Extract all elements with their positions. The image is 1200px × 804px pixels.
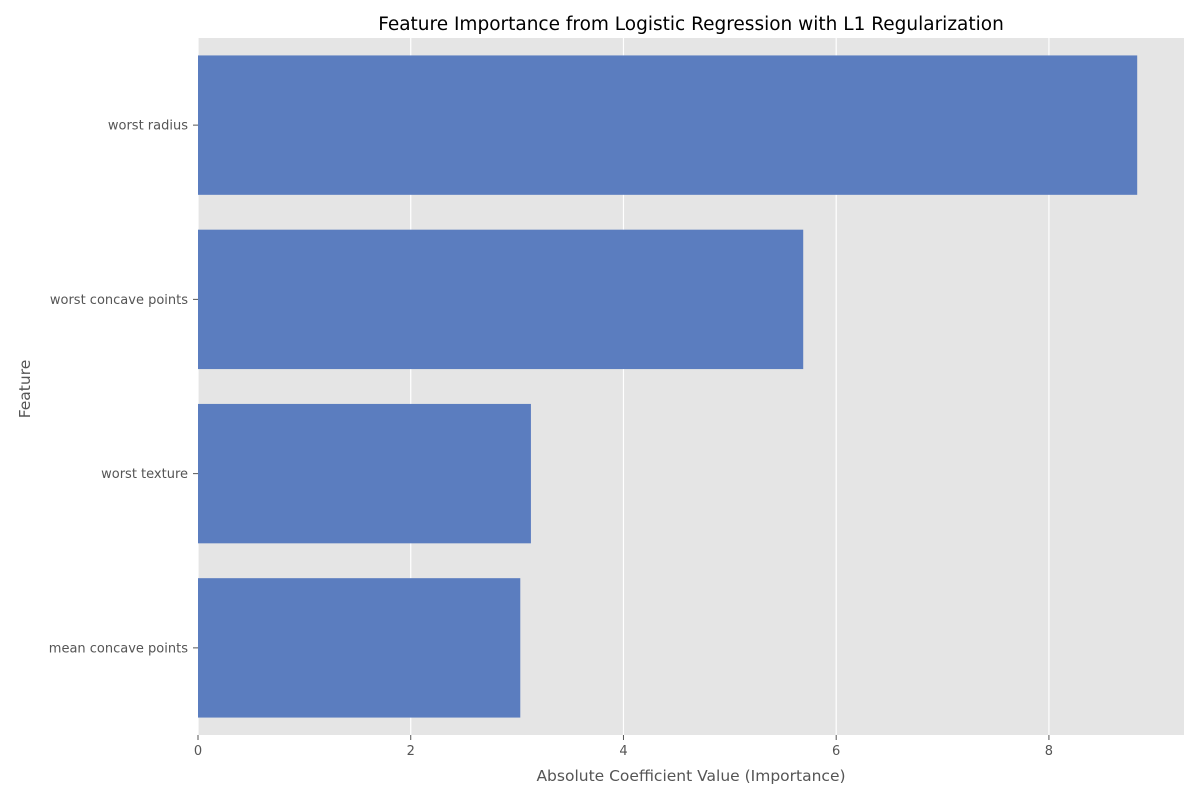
bar bbox=[198, 55, 1138, 195]
y-tick-label: mean concave points bbox=[49, 641, 188, 656]
x-tick-label: 6 bbox=[832, 744, 840, 759]
x-tick-label: 4 bbox=[619, 744, 627, 759]
y-tick-label: worst texture bbox=[101, 467, 188, 482]
y-tick-label: worst concave points bbox=[50, 293, 188, 308]
bars bbox=[198, 55, 1138, 718]
bar bbox=[198, 403, 531, 544]
x-axis-ticks: 0 2 4 6 8 bbox=[194, 735, 1053, 759]
x-tick-label: 8 bbox=[1045, 744, 1053, 759]
x-tick-label: 0 bbox=[194, 744, 202, 759]
bar bbox=[198, 229, 804, 370]
y-tick-label: worst radius bbox=[108, 119, 188, 134]
y-axis-ticks: worst radius worst concave points worst te… bbox=[49, 119, 198, 656]
x-axis-label: Absolute Coefficient Value (Importance) bbox=[536, 767, 845, 785]
y-axis-label: Feature bbox=[16, 360, 34, 419]
bar bbox=[198, 578, 521, 718]
x-tick-label: 2 bbox=[407, 744, 415, 759]
chart-title: Feature Importance from Logistic Regress… bbox=[378, 14, 1004, 35]
